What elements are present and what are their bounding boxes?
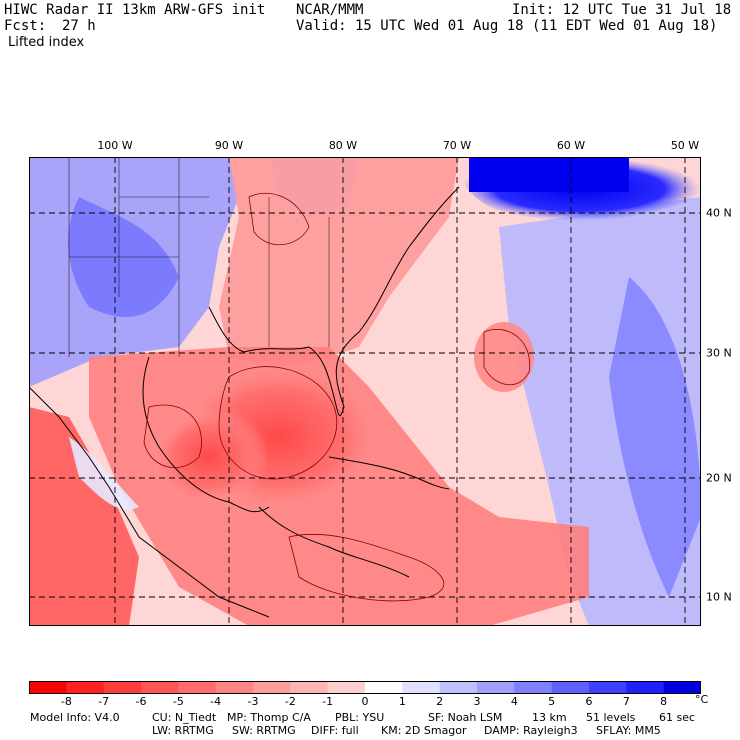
sw-scheme: SW: RRTMG <box>232 724 296 737</box>
coastline-eastus <box>208 186 460 417</box>
colorbar-frame <box>29 681 701 694</box>
sf-scheme: SF: Noah LSM <box>428 711 503 724</box>
colorbar-tick-label: -1 <box>322 695 334 708</box>
colorbar-swatch <box>29 681 67 694</box>
colorbar-tick-label: 2 <box>436 695 444 708</box>
coastline-mexico <box>142 356 270 513</box>
colorbar-swatch <box>215 681 254 694</box>
colorbar-swatch <box>178 681 217 694</box>
warm-region-eastus <box>219 157 459 367</box>
colorbar-swatch <box>477 681 515 694</box>
lon-label: 100 W <box>97 139 133 152</box>
colorbar-tick-label: -6 <box>135 695 147 708</box>
levels: 51 levels <box>586 711 636 724</box>
lw-scheme: LW: RRTMG <box>152 724 214 737</box>
colorbar-swatch <box>551 681 590 694</box>
colorbar-tick-label: 8 <box>660 695 668 708</box>
cu-scheme: CU: N_Tiedt <box>152 711 217 724</box>
colorbar-swatch <box>402 681 441 694</box>
colorbar-swatch <box>663 681 701 694</box>
km-scheme: KM: 2D Smagor <box>381 724 467 737</box>
colorbar-swatch <box>103 681 142 694</box>
colorbar <box>29 681 701 694</box>
colorbar-swatch <box>514 681 553 694</box>
coastline-central-america <box>258 506 410 578</box>
colorbar-swatch <box>365 681 403 694</box>
colorbar-tick-label: 1 <box>398 695 406 708</box>
sflay-scheme: SFLAY: MM5 <box>596 724 661 737</box>
lifted-index-map <box>29 157 701 626</box>
forecast-label: Fcst: <box>4 18 47 34</box>
colorbar-swatch <box>253 681 291 694</box>
coastline-cuba <box>328 456 450 490</box>
org-label: NCAR/MMM <box>296 2 364 18</box>
coastline-pacific <box>29 386 270 618</box>
colorbar-tick-label: -2 <box>284 695 296 708</box>
colorbar-swatch <box>66 681 105 694</box>
damp-scheme: DAMP: Rayleigh3 <box>484 724 578 737</box>
warm-blob-atlantic <box>474 322 534 392</box>
lat-label: 20 N <box>706 471 732 485</box>
timestep: 61 sec <box>659 711 696 724</box>
colorbar-unit: °C <box>695 693 709 706</box>
state-borders <box>68 157 330 357</box>
warm-region-pacific <box>29 407 139 626</box>
colorbar-tick-label: -8 <box>60 695 72 708</box>
colorbar-tick-label: 6 <box>585 695 593 708</box>
lon-label: 80 W <box>328 139 358 152</box>
model-info: Model Info: V4.0 <box>30 711 120 724</box>
colorbar-tick-label: -3 <box>247 695 259 708</box>
colorbar-swatch <box>589 681 627 694</box>
lon-label: 60 W <box>556 139 586 152</box>
colorbar-swatch <box>290 681 329 694</box>
map-border <box>29 157 701 626</box>
pbl-scheme: PBL: YSU <box>335 711 385 724</box>
colorbar-tick-label: -4 <box>210 695 222 708</box>
contour <box>218 366 338 480</box>
colorbar-swatch <box>141 681 179 694</box>
lon-label: 50 W <box>670 139 700 152</box>
lat-lon-grid <box>29 157 701 626</box>
lat-label: 10 N <box>706 590 732 604</box>
lat-label: 30 N <box>706 346 732 360</box>
colorbar-tick-label: 5 <box>548 695 556 708</box>
colorbar-tick-label: -5 <box>172 695 184 708</box>
field-name: Lifted index <box>8 35 85 50</box>
mp-scheme: MP: Thomp C/A <box>227 711 311 724</box>
colorbar-tick-label: 7 <box>622 695 630 708</box>
resolution: 13 km <box>532 711 567 724</box>
colorbar-tick-label: -7 <box>98 695 110 708</box>
forecast-hour: 27 h <box>62 18 96 34</box>
init-time: Init: 12 UTC Tue 31 Jul 18 <box>512 2 732 18</box>
lat-label: 40 N <box>706 206 732 220</box>
colorbar-swatch <box>327 681 366 694</box>
colorbar-tick-label: 0 <box>361 695 369 708</box>
colorbar-tick-label: 4 <box>510 695 518 708</box>
lon-label: 90 W <box>214 139 244 152</box>
lon-label: 70 W <box>442 139 472 152</box>
colorbar-tick-label: 3 <box>473 695 481 708</box>
valid-time: Valid: 15 UTC Wed 01 Aug 18 (11 EDT Wed … <box>296 18 718 34</box>
diff-scheme: DIFF: full <box>311 724 359 737</box>
chart-title: HIWC Radar II 13km ARW-GFS init <box>4 2 266 18</box>
colorbar-swatch <box>439 681 478 694</box>
colorbar-swatch <box>626 681 665 694</box>
